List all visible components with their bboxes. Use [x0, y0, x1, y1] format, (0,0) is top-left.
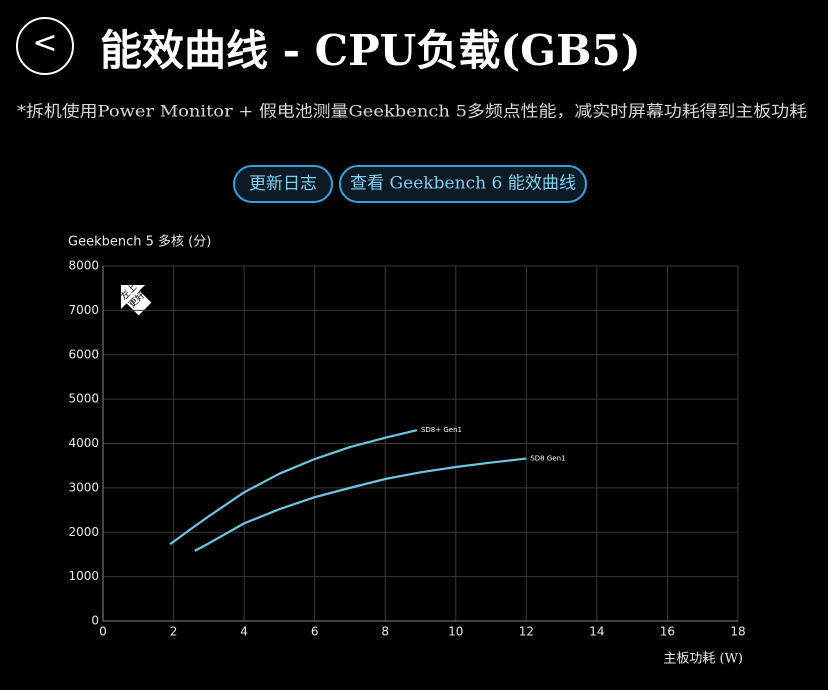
x-tick-label: 2 — [170, 625, 178, 639]
y-tick-label: 0 — [91, 614, 99, 628]
series-label: SD8 Gen1 — [530, 455, 565, 463]
x-tick-label: 16 — [660, 625, 675, 639]
y-axis-title: Geekbench 5 多核 (分) — [68, 234, 211, 250]
changelog-button[interactable]: 更新日志 — [233, 165, 333, 203]
series-line — [169, 429, 418, 546]
button-frame[interactable] — [339, 165, 587, 203]
x-tick-label: 8 — [381, 625, 389, 639]
button-frame[interactable] — [233, 165, 333, 203]
y-tick-label: 3000 — [68, 480, 99, 494]
y-tick-label: 6000 — [68, 347, 99, 361]
back-label[interactable]: < — [32, 26, 57, 61]
y-tick-label: 5000 — [68, 392, 99, 406]
series-label: SD8+ Gen1 — [421, 426, 462, 434]
button-label[interactable]: 更新日志 — [249, 174, 317, 194]
y-tick-label: 7000 — [68, 303, 99, 317]
series-line — [194, 457, 527, 552]
back-button[interactable]: < — [16, 17, 74, 75]
x-tick-label: 4 — [240, 625, 248, 639]
x-axis-title: 主板功耗 (W) — [663, 652, 743, 667]
gb6-button[interactable]: 查看 Geekbench 6 能效曲线 — [339, 165, 587, 203]
badge-arrow — [120, 284, 152, 316]
x-tick-label: 0 — [99, 625, 107, 639]
y-tick-label: 2000 — [68, 525, 99, 539]
y-tick-label: 4000 — [68, 436, 99, 450]
x-tick-label: 18 — [730, 625, 745, 639]
y-tick-label: 1000 — [68, 569, 99, 583]
x-tick-label: 6 — [311, 625, 319, 639]
x-tick-label: 14 — [589, 625, 604, 639]
x-tick-label: 12 — [519, 625, 534, 639]
page-title: 能效曲线 - CPU负载(GB5) — [100, 26, 641, 75]
button-label[interactable]: 查看 Geekbench 6 能效曲线 — [350, 174, 576, 194]
back-circle[interactable] — [16, 17, 74, 75]
subtitle: *拆机使用Power Monitor + 假电池测量Geekbench 5多频点… — [17, 102, 807, 121]
better-badge: 左上 更好 — [118, 281, 152, 316]
x-tick-label: 10 — [448, 625, 463, 639]
y-tick-label: 8000 — [68, 259, 99, 273]
